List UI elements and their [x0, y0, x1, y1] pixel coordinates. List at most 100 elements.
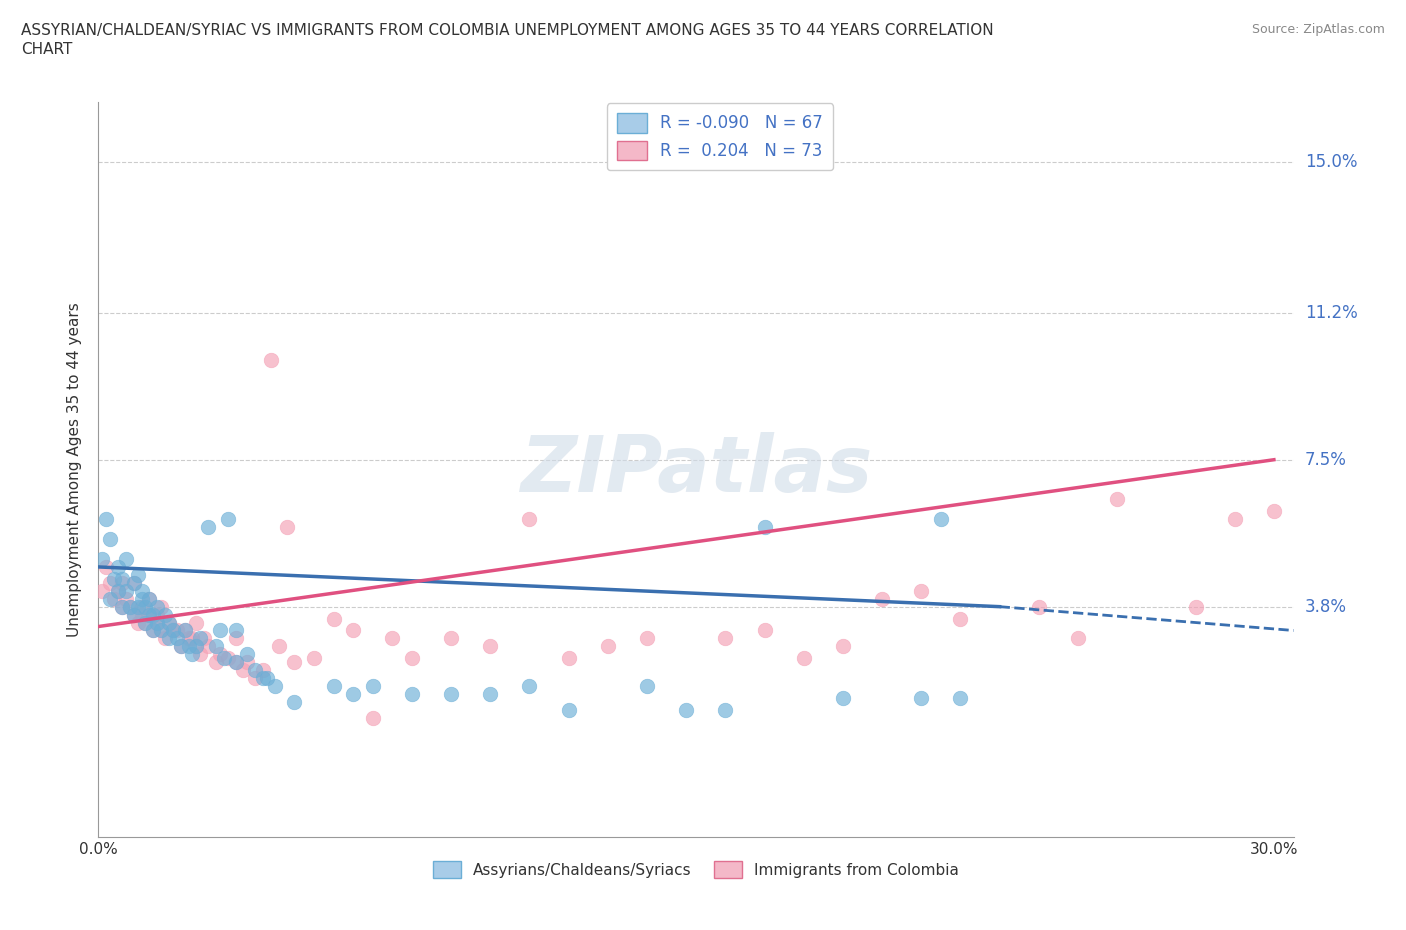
Point [188, 631, 211, 645]
Point [127, 615, 149, 630]
Point [236, 647, 259, 662]
Point [225, 655, 247, 670]
Point [134, 599, 156, 614]
Point [111, 599, 134, 614]
Point [754, 520, 776, 535]
Point [596, 639, 619, 654]
Point [217, 651, 239, 666]
Point [91, 583, 114, 598]
Point [150, 599, 173, 614]
Point [111, 576, 134, 591]
Point [107, 560, 129, 575]
Point [1263, 504, 1285, 519]
Point [401, 651, 423, 666]
Text: CHART: CHART [21, 42, 73, 57]
Point [122, 607, 145, 622]
Point [122, 607, 145, 622]
Point [205, 655, 228, 670]
Point [283, 655, 305, 670]
Point [193, 631, 215, 645]
Y-axis label: Unemployment Among Ages 35 to 44 years: Unemployment Among Ages 35 to 44 years [67, 302, 83, 637]
Point [115, 583, 138, 598]
Legend: Assyrians/Chaldeans/Syriacs, Immigrants from Colombia: Assyrians/Chaldeans/Syriacs, Immigrants … [427, 855, 965, 884]
Point [96, 512, 118, 526]
Point [131, 583, 153, 598]
Point [150, 623, 173, 638]
Point [208, 647, 231, 662]
Point [1184, 599, 1206, 614]
Point [276, 520, 298, 535]
Point [252, 663, 274, 678]
Point [232, 663, 254, 678]
Point [127, 567, 149, 582]
Point [138, 607, 160, 622]
Point [636, 631, 658, 645]
Point [157, 615, 180, 630]
Point [256, 671, 278, 685]
Point [361, 679, 384, 694]
Point [107, 583, 129, 598]
Point [832, 639, 855, 654]
Point [153, 607, 176, 622]
Point [440, 631, 463, 645]
Point [91, 551, 114, 566]
Text: 11.2%: 11.2% [1305, 304, 1357, 322]
Point [134, 615, 156, 630]
Point [181, 631, 204, 645]
Point [186, 639, 208, 654]
Point [181, 647, 204, 662]
Point [107, 583, 129, 598]
Text: 15.0%: 15.0% [1305, 153, 1357, 171]
Point [225, 631, 247, 645]
Text: ZIPatlas: ZIPatlas [520, 432, 872, 508]
Point [146, 615, 169, 630]
Point [98, 532, 121, 547]
Point [131, 607, 153, 622]
Point [557, 702, 579, 717]
Point [479, 639, 502, 654]
Point [675, 702, 697, 717]
Point [138, 591, 160, 606]
Point [1028, 599, 1050, 614]
Point [166, 623, 188, 638]
Point [115, 551, 138, 566]
Point [557, 651, 579, 666]
Point [173, 623, 195, 638]
Point [131, 591, 153, 606]
Point [636, 679, 658, 694]
Point [1223, 512, 1246, 526]
Point [98, 591, 121, 606]
Point [162, 623, 184, 638]
Point [115, 591, 138, 606]
Point [153, 631, 176, 645]
Point [267, 639, 290, 654]
Point [142, 623, 165, 638]
Point [252, 671, 274, 685]
Text: 7.5%: 7.5% [1305, 451, 1347, 469]
Point [440, 686, 463, 701]
Point [479, 686, 502, 701]
Point [263, 679, 285, 694]
Point [949, 611, 972, 626]
Text: ASSYRIAN/CHALDEAN/SYRIAC VS IMMIGRANTS FROM COLOMBIA UNEMPLOYMENT AMONG AGES 35 : ASSYRIAN/CHALDEAN/SYRIAC VS IMMIGRANTS F… [21, 23, 994, 38]
Point [162, 623, 184, 638]
Point [142, 623, 165, 638]
Point [260, 353, 283, 368]
Point [138, 591, 160, 606]
Point [146, 607, 169, 622]
Point [342, 623, 364, 638]
Point [188, 647, 211, 662]
Point [157, 615, 180, 630]
Point [122, 576, 145, 591]
Point [929, 512, 952, 526]
Point [910, 691, 932, 706]
Text: Source: ZipAtlas.com: Source: ZipAtlas.com [1251, 23, 1385, 36]
Point [146, 615, 169, 630]
Point [96, 560, 118, 575]
Point [197, 520, 219, 535]
Point [910, 583, 932, 598]
Point [401, 686, 423, 701]
Point [177, 639, 200, 654]
Point [186, 639, 208, 654]
Point [793, 651, 815, 666]
